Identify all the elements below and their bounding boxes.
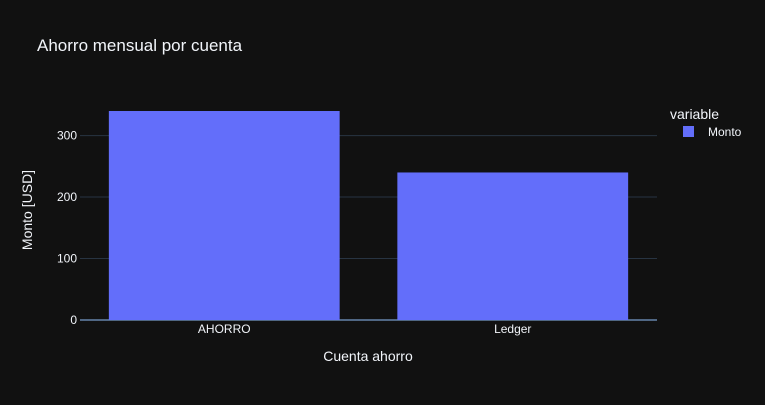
y-axis-title: Monto [USD] [19, 170, 35, 250]
bar-ahorro[interactable] [108, 111, 340, 320]
y-axis-ticks: 0 100 200 300 [57, 129, 77, 327]
x-tick-label: Ledger [494, 322, 531, 336]
x-tick-label: AHORRO [198, 322, 251, 336]
y-tick-label: 300 [57, 129, 77, 143]
y-tick-label: 200 [57, 190, 77, 204]
legend-label-monto: Monto [708, 125, 742, 139]
legend[interactable]: variable Monto [670, 106, 742, 139]
legend-title: variable [670, 106, 719, 122]
x-axis-ticks: AHORRO Ledger [198, 322, 532, 336]
bar-ledger[interactable] [397, 172, 629, 320]
y-tick-label: 100 [57, 252, 77, 266]
y-tick-label: 0 [70, 313, 77, 327]
legend-swatch [683, 126, 694, 137]
bars[interactable] [108, 111, 629, 320]
x-axis-title: Cuenta ahorro [323, 348, 413, 364]
chart-title: Ahorro mensual por cuenta [37, 36, 243, 55]
